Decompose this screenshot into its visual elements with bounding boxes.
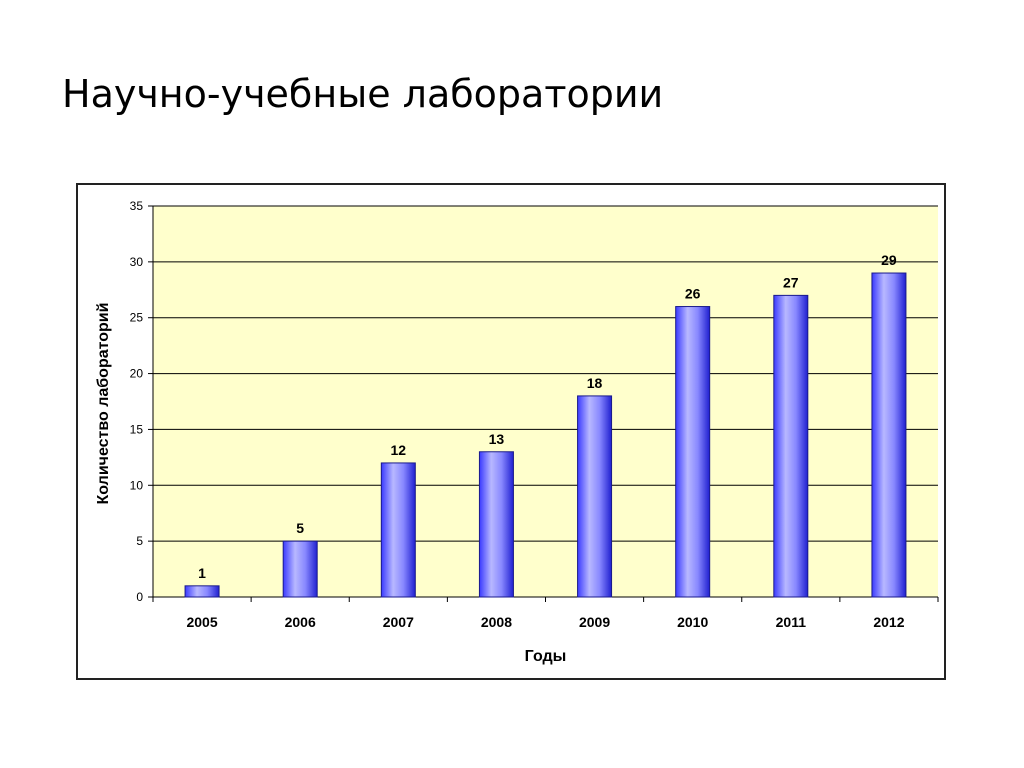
- y-tick-label: 20: [130, 367, 144, 381]
- slide-title: Научно-учебные лаборатории: [62, 72, 664, 116]
- data-labels: 1 5 12 13 18 26 27 29: [198, 252, 897, 581]
- x-tick-labels: 2005 2006 2007 2008 2009 2010 2011 2012: [186, 614, 904, 630]
- data-label-2012: 29: [881, 252, 897, 268]
- bar-2005: [184, 585, 220, 598]
- x-tick-label-2009: 2009: [579, 614, 610, 630]
- y-tick-label: 5: [136, 534, 143, 548]
- bar-2012: [871, 272, 907, 598]
- bar-2006: [282, 540, 318, 598]
- y-tick-label: 30: [130, 255, 144, 269]
- x-axis-title: Годы: [525, 648, 567, 665]
- data-label-2006: 5: [296, 520, 304, 536]
- y-tick-labels: 0 5 10 15 20 25 30 35: [130, 199, 144, 604]
- bars: [184, 272, 907, 598]
- data-label-2007: 12: [391, 442, 407, 458]
- data-label-2010: 26: [685, 286, 701, 302]
- x-tick-label-2008: 2008: [481, 614, 512, 630]
- x-tick-label-2007: 2007: [383, 614, 414, 630]
- y-tick-label: 10: [130, 478, 144, 492]
- y-tick-label: 35: [130, 199, 144, 213]
- data-label-2005: 1: [198, 565, 206, 581]
- bar-2008: [478, 451, 514, 598]
- bar-2011: [773, 294, 809, 598]
- bar-2009: [577, 395, 613, 598]
- data-label-2011: 27: [783, 274, 799, 290]
- data-label-2009: 18: [587, 375, 603, 391]
- x-tick-label-2010: 2010: [677, 614, 708, 630]
- y-tick-label: 0: [136, 590, 143, 604]
- bar-2010: [675, 306, 711, 598]
- x-tick-label-2006: 2006: [285, 614, 316, 630]
- y-axis-title: Количество лабораторий: [95, 303, 112, 505]
- x-tick-label-2011: 2011: [776, 614, 807, 630]
- y-tick-label: 25: [130, 311, 144, 325]
- x-tick-label-2005: 2005: [186, 614, 217, 630]
- bar-2007: [380, 462, 416, 598]
- plot-area: [153, 206, 938, 597]
- data-label-2008: 13: [489, 431, 505, 447]
- x-tick-label-2012: 2012: [873, 614, 904, 630]
- y-tick-label: 15: [130, 422, 144, 436]
